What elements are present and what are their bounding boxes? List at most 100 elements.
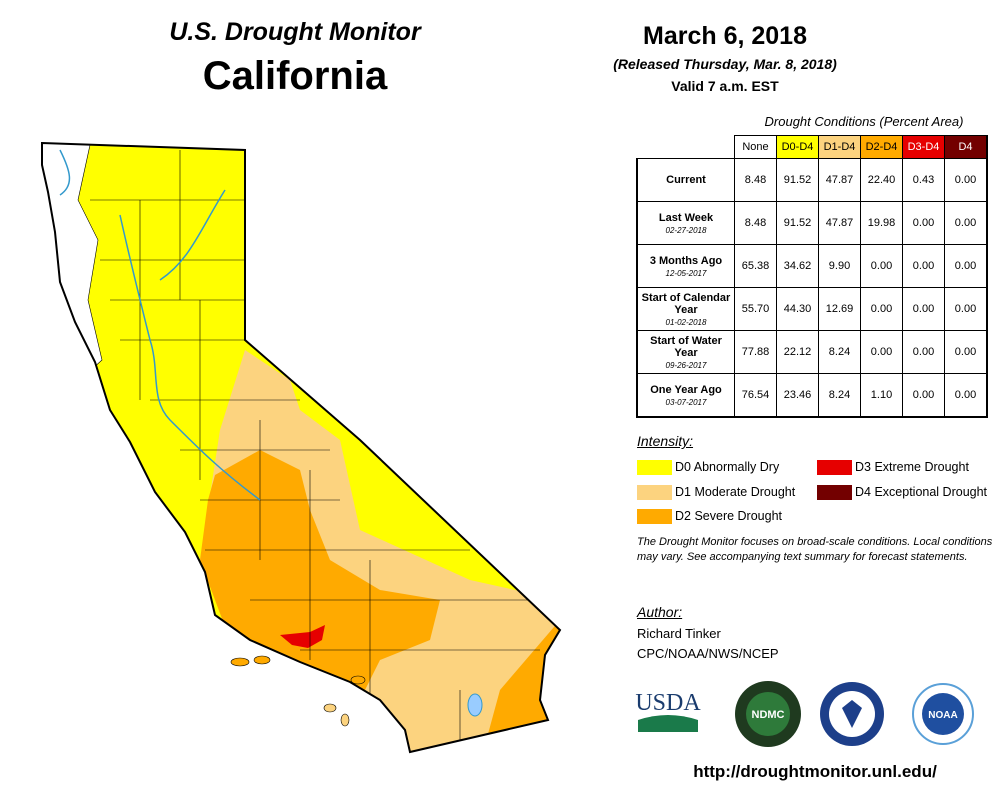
map-date: March 6, 2018	[643, 22, 807, 50]
column-header: D1-D4	[818, 135, 861, 159]
cell: 0.00	[902, 330, 945, 374]
d3-area	[280, 625, 325, 648]
column-header: D0-D4	[776, 135, 819, 159]
cell: 65.38	[734, 244, 777, 288]
cell: 0.00	[944, 244, 988, 288]
legend-label: D0 Abnormally Dry	[675, 460, 780, 474]
cell: 8.48	[734, 201, 777, 245]
url: http://droughtmonitor.unl.edu/	[693, 762, 937, 781]
data-row: Start of Calendar Year 01-02-2018 55.70 44.…	[636, 287, 988, 331]
doc-eagle	[842, 700, 862, 728]
outer-islands	[323, 703, 350, 727]
row-date: 03-07-2017	[665, 397, 707, 407]
legend-label: D1 Moderate Drought	[675, 485, 796, 499]
row-label-text: Current	[666, 174, 706, 186]
cell: 91.52	[776, 158, 819, 202]
cell: 0.00	[860, 244, 903, 288]
cell: 8.48	[734, 158, 777, 202]
cell: 44.30	[776, 287, 819, 331]
islands	[230, 655, 366, 685]
column-header: D3-D4	[902, 135, 945, 159]
legend-label: D2 Severe Drought	[675, 509, 783, 523]
column-header: D2-D4	[860, 135, 903, 159]
cell: 34.62	[776, 244, 819, 288]
cell: 9.90	[818, 244, 861, 288]
row-label: Last Week 02-27-2018	[636, 201, 735, 245]
cell: 0.00	[944, 158, 988, 202]
author-name: Richard Tinker	[637, 626, 721, 641]
row-label-text: Last Week	[658, 211, 714, 224]
noaa-inner	[922, 693, 964, 735]
row-label: 3 Months Ago 12-05-2017	[636, 244, 735, 288]
data-row: 3 Months Ago 12-05-2017 65.38 34.62 9.90 0.00…	[636, 244, 988, 288]
data-row: Last Week 02-27-2018 8.48 91.52 47.87 19.98 0.…	[636, 201, 988, 245]
legend-swatch	[817, 460, 852, 475]
cell: 55.70	[734, 287, 777, 331]
cell: 22.40	[860, 158, 903, 202]
column-header: D4	[944, 135, 988, 159]
map	[41, 141, 562, 754]
cell: 23.46	[776, 373, 819, 418]
salton-sea	[467, 693, 483, 717]
cell: 8.24	[818, 373, 861, 418]
usda-logo: USDA	[635, 690, 701, 716]
conditions-table: None D0-D4 D1-D4 D2-D4 D3-D4 D4 Current 8.48 91.…	[636, 135, 988, 418]
author-title: Author:	[637, 604, 683, 620]
row-date: 12-05-2017	[665, 268, 707, 278]
cell: 0.00	[860, 287, 903, 331]
rivers	[59, 149, 261, 501]
row-label-text: 3 Months Ago	[649, 254, 723, 267]
cell: 0.00	[902, 373, 945, 418]
row-label-text: Start of Water Year	[650, 334, 722, 359]
cell: 8.24	[818, 330, 861, 374]
noaa-logo: NOAA	[928, 710, 957, 721]
cell: 0.00	[902, 201, 945, 245]
author-org: CPC/NOAA/NWS/NCEP	[637, 646, 779, 661]
title: U.S. Drought Monitor	[169, 18, 421, 46]
header-row: None D0-D4 D1-D4 D2-D4 D3-D4 D4	[637, 135, 988, 159]
state-outline	[41, 141, 562, 754]
cell: 0.00	[944, 330, 988, 374]
blank-cell	[637, 136, 735, 159]
row-date: 02-27-2018	[665, 225, 707, 235]
cell: 19.98	[860, 201, 903, 245]
row-label-text: Start of Calendar Year	[641, 291, 731, 316]
legend-swatch	[817, 485, 852, 500]
cell: 47.87	[818, 201, 861, 245]
row-label: Start of Calendar Year 01-02-2018	[636, 287, 735, 331]
legend-swatch	[637, 460, 672, 475]
legend-swatch	[637, 509, 672, 524]
cell: 12.69	[818, 287, 861, 331]
data-row: Current 8.48 91.52 47.87 22.40 0.43 0.00	[636, 158, 988, 202]
d2-area-east	[470, 620, 560, 752]
cell: 77.88	[734, 330, 777, 374]
legend-label: D3 Extreme Drought	[855, 460, 969, 474]
row-label: Current	[636, 158, 735, 202]
table-caption: Drought Conditions (Percent Area)	[764, 114, 964, 129]
cell: 47.87	[818, 158, 861, 202]
cell: 22.12	[776, 330, 819, 374]
usda-swoosh	[638, 715, 698, 732]
row-label: One Year Ago 03-07-2017	[636, 373, 735, 418]
cell: 91.52	[776, 201, 819, 245]
ndmc-logo: NDMC	[752, 709, 785, 721]
row-label: Start of Water Year 09-26-2017	[636, 330, 735, 374]
row-label-text: One Year Ago	[650, 383, 722, 396]
cell: 0.00	[944, 287, 988, 331]
note: The Drought Monitor focuses on broad-sca…	[637, 536, 993, 563]
cell: 0.00	[944, 201, 988, 245]
row-date: 09-26-2017	[665, 360, 707, 370]
region-title: California	[202, 54, 388, 98]
legend-title: Intensity:	[637, 433, 694, 449]
data-row: Start of Water Year 09-26-2017 77.88 22.12 8…	[636, 330, 988, 374]
cell: 0.00	[860, 330, 903, 374]
cell: 76.54	[734, 373, 777, 418]
cell: 0.43	[902, 158, 945, 202]
legend-label: D4 Exceptional Drought	[855, 485, 988, 499]
drought-areas	[42, 143, 560, 752]
cell: 0.00	[944, 373, 988, 418]
column-header: None	[734, 135, 777, 159]
row-date: 01-02-2018	[665, 317, 707, 327]
data-row: One Year Ago 03-07-2017 76.54 23.46 8.24 1.10…	[636, 373, 988, 418]
